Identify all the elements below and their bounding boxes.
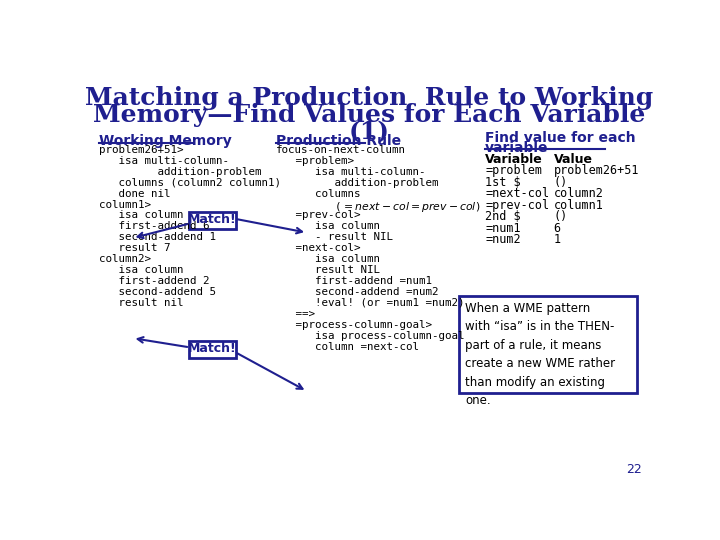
Text: variable: variable bbox=[485, 141, 549, 155]
Text: =next-col: =next-col bbox=[485, 187, 549, 200]
Text: (): () bbox=[554, 211, 567, 224]
Text: !eval! (or =num1 =num2): !eval! (or =num1 =num2) bbox=[276, 298, 464, 308]
Text: Match!: Match! bbox=[188, 342, 237, 355]
FancyBboxPatch shape bbox=[189, 341, 235, 358]
Text: addition-problem: addition-problem bbox=[276, 178, 438, 188]
Text: problem26+51: problem26+51 bbox=[554, 164, 639, 177]
Text: second-addend 5: second-addend 5 bbox=[99, 287, 216, 297]
Text: column2: column2 bbox=[554, 187, 603, 200]
Text: column1: column1 bbox=[554, 199, 603, 212]
Text: result nil: result nil bbox=[99, 298, 184, 308]
Text: Match!: Match! bbox=[188, 213, 237, 226]
Text: first-addend =num1: first-addend =num1 bbox=[276, 276, 432, 286]
Text: Value: Value bbox=[554, 153, 593, 166]
FancyBboxPatch shape bbox=[459, 296, 637, 393]
Text: columns: columns bbox=[276, 188, 361, 199]
Text: column2>: column2> bbox=[99, 254, 151, 264]
Text: Variable: Variable bbox=[485, 153, 543, 166]
Text: 22: 22 bbox=[626, 463, 642, 476]
Text: second-addend =num2: second-addend =num2 bbox=[276, 287, 438, 297]
Text: focus-on-next-column: focus-on-next-column bbox=[276, 145, 406, 155]
Text: 1: 1 bbox=[554, 233, 561, 246]
Text: =next-col>: =next-col> bbox=[276, 244, 361, 253]
Text: first-addend 2: first-addend 2 bbox=[99, 276, 210, 286]
Text: isa process-column-goal: isa process-column-goal bbox=[276, 331, 464, 341]
Text: 2nd $: 2nd $ bbox=[485, 211, 521, 224]
Text: ==>: ==> bbox=[276, 309, 315, 319]
Text: 6: 6 bbox=[554, 222, 561, 235]
Text: =problem: =problem bbox=[485, 164, 542, 177]
Text: problem26+51>: problem26+51> bbox=[99, 145, 184, 155]
Text: =problem>: =problem> bbox=[276, 156, 354, 166]
FancyBboxPatch shape bbox=[189, 212, 235, 229]
Text: =num1: =num1 bbox=[485, 222, 521, 235]
Text: =num2: =num2 bbox=[485, 233, 521, 246]
Text: (): () bbox=[554, 176, 567, 188]
Text: second-addend 1: second-addend 1 bbox=[99, 232, 216, 242]
Text: isa column: isa column bbox=[276, 254, 380, 264]
Text: result 7: result 7 bbox=[99, 244, 171, 253]
Text: addition-problem: addition-problem bbox=[99, 167, 262, 177]
Text: isa column: isa column bbox=[99, 265, 184, 275]
Text: 1st $: 1st $ bbox=[485, 176, 521, 188]
Text: =prev-col: =prev-col bbox=[485, 199, 549, 212]
Text: Production Rule: Production Rule bbox=[276, 134, 401, 148]
Text: ($ =next-col =prev-col $): ($ =next-col =prev-col $) bbox=[276, 200, 481, 213]
Text: Working Memory: Working Memory bbox=[99, 134, 232, 148]
Text: When a WME pattern
with “isa” is in the THEN-
part of a rule, it means
create a : When a WME pattern with “isa” is in the … bbox=[465, 302, 615, 408]
Text: (1): (1) bbox=[348, 120, 390, 144]
Text: isa multi-column-: isa multi-column- bbox=[276, 167, 426, 177]
Text: first-addend 6: first-addend 6 bbox=[99, 221, 210, 232]
Text: Find value for each: Find value for each bbox=[485, 131, 636, 145]
Text: Matching a Production  Rule to Working: Matching a Production Rule to Working bbox=[85, 86, 653, 110]
Text: result NIL: result NIL bbox=[276, 265, 380, 275]
Text: isa multi-column-: isa multi-column- bbox=[99, 156, 229, 166]
Text: columns (column2 column1): columns (column2 column1) bbox=[99, 178, 282, 188]
Text: isa column: isa column bbox=[99, 211, 184, 220]
Text: isa column: isa column bbox=[276, 221, 380, 232]
Text: done nil: done nil bbox=[99, 188, 171, 199]
Text: =prev-col>: =prev-col> bbox=[276, 211, 361, 220]
Text: Memory—Find Values for Each Variable: Memory—Find Values for Each Variable bbox=[93, 103, 645, 127]
Text: =process-column-goal>: =process-column-goal> bbox=[276, 320, 432, 330]
Text: column1>: column1> bbox=[99, 200, 151, 210]
Text: - result NIL: - result NIL bbox=[276, 232, 393, 242]
Text: column =next-col: column =next-col bbox=[276, 342, 419, 352]
